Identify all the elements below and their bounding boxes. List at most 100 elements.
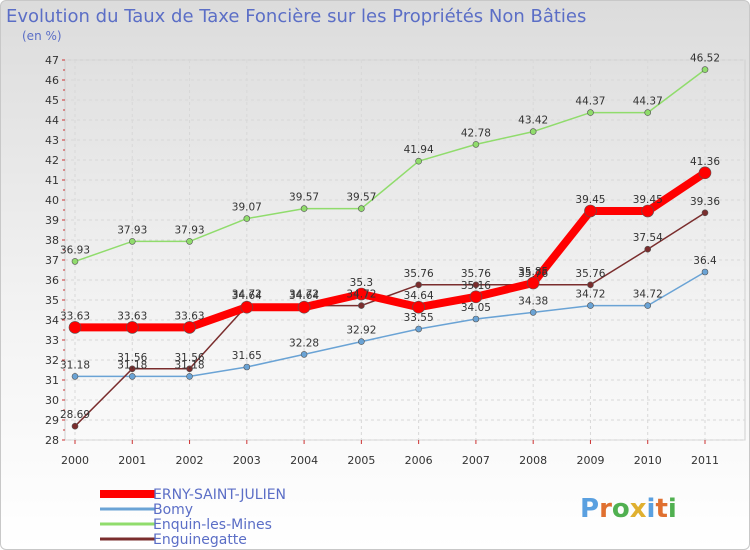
series-erny-saint-julien [68,166,712,334]
data-point [472,141,480,148]
data-point [186,365,193,373]
series-line [74,271,706,378]
y-tick-label: 36 [45,274,59,287]
legend-label: Enquin-les-Mines [153,517,272,533]
data-label: 37.93 [175,224,205,236]
series-line [71,168,709,332]
svg-text:Proxiti: Proxiti [580,494,677,524]
data-label: 35.76 [461,268,491,280]
data-label: 35.76 [518,268,548,280]
y-tick-label: 41 [45,174,59,187]
data-point [297,300,311,314]
data-label: 33.63 [117,310,147,322]
x-tick-label: 2009 [576,454,604,467]
y-tick-label: 35 [45,294,59,307]
y-tick-label: 31 [45,374,59,387]
y-tick-label: 37 [45,254,59,267]
data-label: 37.93 [117,224,147,236]
data-label: 34.72 [232,289,262,301]
y-tick-label: 40 [45,194,59,207]
data-label: 34.64 [289,290,319,302]
legend-label: ERNY-SAINT-JULIEN [153,487,286,503]
data-point [472,281,480,289]
series-bomy [71,268,709,380]
y-tick-label: 32 [45,354,59,367]
data-point [415,157,422,165]
data-label: 34.72 [633,289,663,301]
data-label: 39.45 [575,194,605,206]
y-tick-label: 44 [45,114,59,127]
data-point [300,351,308,358]
series-enquin-les-mines [71,66,709,265]
data-label: 33.63 [60,310,90,322]
data-label: 39.57 [346,192,376,204]
data-point [587,302,594,309]
data-point [68,321,82,334]
x-tick-label: 2002 [176,454,204,467]
data-point [128,238,136,245]
y-tick-label: 33 [45,334,59,347]
data-point [243,215,251,222]
data-point [358,338,365,345]
data-point [472,315,480,323]
data-label: 37.54 [633,232,663,244]
data-point [128,373,136,380]
data-point [358,205,365,212]
data-point [355,287,368,301]
data-label: 28.69 [60,409,90,421]
data-label: 34.38 [518,295,548,307]
data-point [186,373,193,380]
data-label: 31.18 [175,359,205,371]
data-point [183,321,196,334]
data-label: 41.94 [404,144,434,156]
data-point [587,281,594,289]
series-line [74,68,706,263]
x-tick-label: 2010 [634,454,662,467]
data-label: 34.05 [461,302,491,314]
data-label: 33.63 [175,310,205,322]
y-tick-label: 39 [45,214,59,227]
data-label: 34.72 [289,289,319,301]
data-label: 44.37 [575,96,605,108]
data-point [71,373,79,380]
data-point [641,204,655,218]
data-point [587,109,594,116]
data-point [243,363,251,371]
data-label: 46.52 [690,53,720,65]
y-tick-label: 29 [45,414,59,427]
legend-item: Enquin-les-Mines [100,517,272,533]
data-label: 39.45 [633,194,663,206]
data-label: 31.56 [175,352,205,364]
data-point [701,268,709,276]
data-label: 31.18 [60,359,90,371]
data-label: 34.72 [346,289,376,301]
legend-item: ERNY-SAINT-JULIEN [100,487,286,503]
data-point [584,204,597,218]
data-point [415,281,422,289]
y-tick-label: 46 [45,74,59,87]
data-label: 35.76 [404,268,434,280]
data-label: 34.64 [232,290,262,302]
y-tick-label: 28 [45,434,59,447]
data-label: 32.28 [289,337,319,349]
y-tick-label: 45 [45,94,59,107]
y-tick-label: 43 [45,134,59,147]
y-tick-label: 34 [45,314,59,327]
data-labels-2: 36.93 37.93 37.93 39.07 39.57 39.57 41.94 42.78… [60,53,720,257]
data-label: 42.78 [461,127,491,139]
data-label: 33.55 [404,312,434,324]
legend-item: Enguinegatte [100,532,247,548]
data-label: 35.85 [518,266,548,278]
data-point [71,258,79,265]
data-label: 36.4 [693,255,717,267]
data-label: 36.93 [60,244,90,256]
proxiti-logo: Proxiti [580,494,677,524]
legend: ERNY-SAINT-JULIENBomyEnquin-les-MinesEng… [100,487,286,548]
data-label: 35.16 [461,280,491,292]
x-tick-label: 2003 [233,454,261,467]
data-labels-3: 28.69 31.56 31.56 34.72 34.72 34.72 35.76 35.76… [60,196,720,421]
data-point [526,276,540,290]
y-tick-label: 47 [45,54,59,67]
